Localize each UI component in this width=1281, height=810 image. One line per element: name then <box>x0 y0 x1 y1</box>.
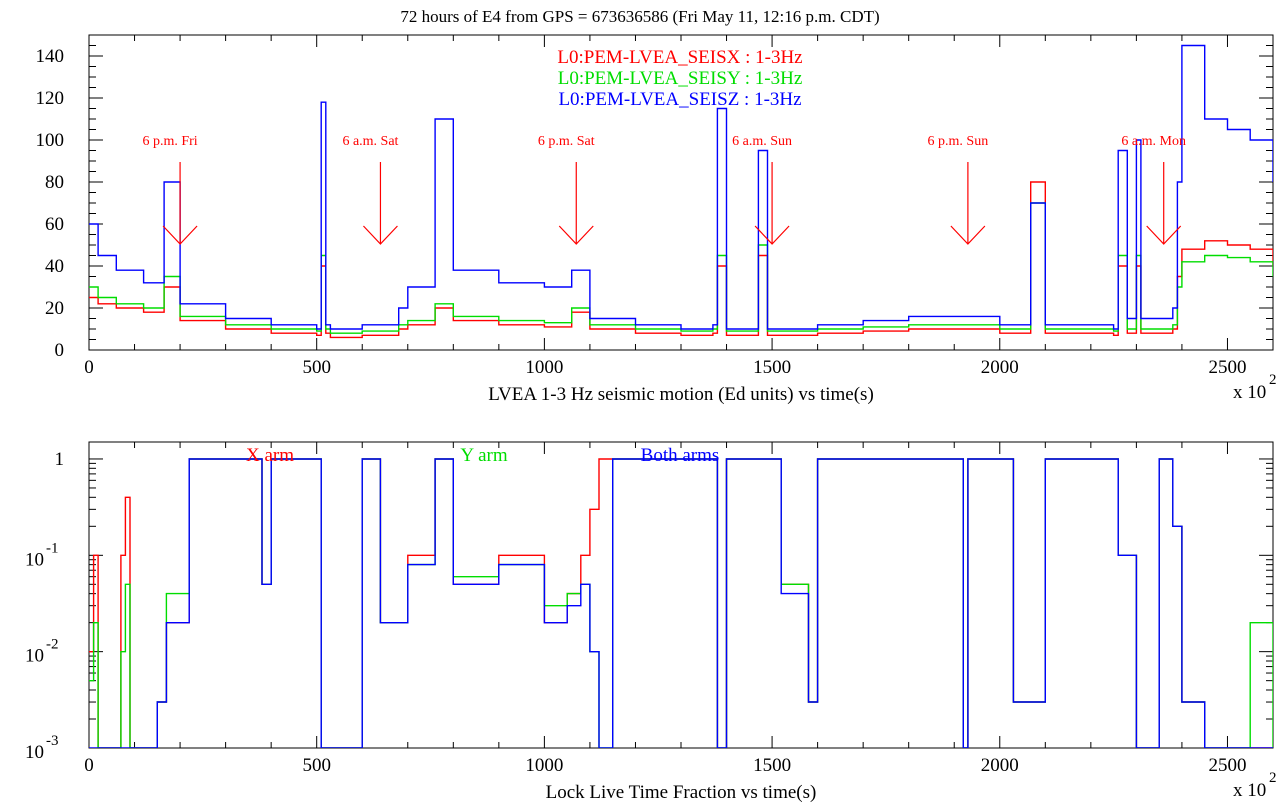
time-annotation-label: 6 a.m. Mon <box>1121 134 1186 149</box>
x-tick-label: 1500 <box>753 755 791 776</box>
time-annotation-label: 6 a.m. Sun <box>732 134 792 149</box>
x-axis-title: Lock Live Time Fraction vs time(s) <box>546 782 817 803</box>
legend-entry: Y arm <box>460 445 508 466</box>
x-tick-label: 2500 <box>1208 357 1246 378</box>
x-tick-label: 1000 <box>525 755 563 776</box>
time-annotation-label: 6 p.m. Fri <box>142 134 197 149</box>
legend-entry: L0:PEM-LVEA_SEISX : 1-3Hz <box>557 47 802 68</box>
y-tick-label-exponent: -1 <box>46 540 59 556</box>
x-tick-label: 500 <box>302 755 331 776</box>
x-axis-multiplier: x 10 <box>1233 382 1266 403</box>
legend-entry: X arm <box>246 445 294 466</box>
y-tick-label: 40 <box>45 256 64 277</box>
series-line <box>89 458 1273 748</box>
x-axis-multiplier-exponent: 2 <box>1269 770 1277 786</box>
y-tick-label: 10 <box>25 646 44 667</box>
y-tick-label: 10 <box>25 549 44 570</box>
lock-fraction-chart-panel: 0 500 1000 1500 2000 2500 Lock Live Time Fract… <box>25 441 1277 803</box>
y-tick-label: 100 <box>36 130 65 151</box>
y-tick-label: 1 <box>55 449 65 470</box>
y-tick-label-exponent: -2 <box>46 637 59 653</box>
x-tick-label: 2500 <box>1208 755 1246 776</box>
annotation-arrow-head <box>162 225 198 245</box>
time-annotation-label: 6 a.m. Sat <box>342 134 398 149</box>
annotation-arrow-head <box>558 225 594 245</box>
legend-entry: L0:PEM-LVEA_SEISZ : 1-3Hz <box>558 89 801 110</box>
annotation-arrow-head <box>754 225 790 245</box>
annotation-arrow-head <box>363 225 398 245</box>
x-axis-multiplier-exponent: 2 <box>1269 372 1277 388</box>
x-tick-label: 1000 <box>525 357 563 378</box>
y-tick-label: 120 <box>36 88 65 109</box>
y-tick-label: 80 <box>45 172 64 193</box>
x-tick-label: 0 <box>84 755 94 776</box>
legend-entry: Both arms <box>641 445 720 466</box>
series-line <box>89 44 1273 330</box>
y-tick-label: 20 <box>45 298 64 319</box>
x-tick-label: 0 <box>84 357 94 378</box>
x-tick-label: 2000 <box>981 755 1019 776</box>
x-tick-label: 2000 <box>981 357 1019 378</box>
x-tick-label: 500 <box>302 357 331 378</box>
y-tick-label-exponent: -3 <box>46 733 59 749</box>
figure-title: 72 hours of E4 from GPS = 673636586 (Fri… <box>400 7 879 26</box>
x-tick-label: 1500 <box>753 357 791 378</box>
time-annotation-label: 6 p.m. Sun <box>928 134 989 149</box>
legend-entry: L0:PEM-LVEA_SEISY : 1-3Hz <box>558 68 803 89</box>
x-axis-title: LVEA 1-3 Hz seismic motion (Ed units) vs… <box>488 384 874 405</box>
time-annotation-label: 6 p.m. Sat <box>538 134 595 149</box>
annotation-arrow-head <box>1146 225 1182 245</box>
y-tick-label: 10 <box>25 742 44 763</box>
y-tick-label: 60 <box>45 214 64 235</box>
y-tick-label: 0 <box>55 340 65 361</box>
y-tick-label: 140 <box>36 46 65 67</box>
annotation-arrow-head <box>950 225 986 245</box>
x-axis-multiplier: x 10 <box>1233 780 1266 801</box>
